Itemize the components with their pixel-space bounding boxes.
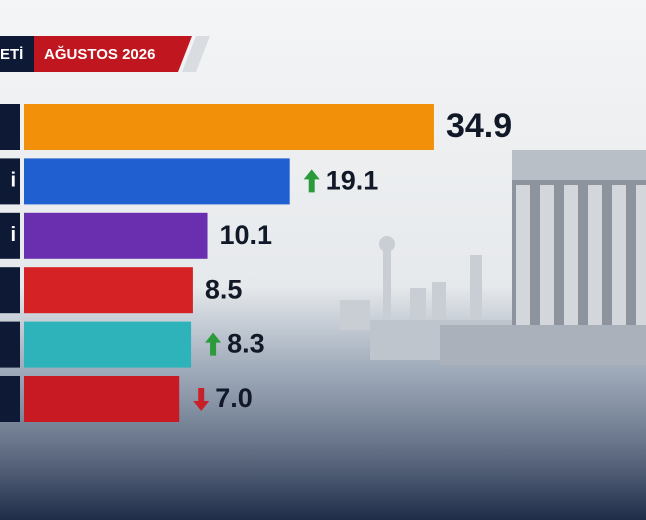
header-accent [182, 36, 210, 72]
value-label: 10.1 [220, 220, 273, 250]
bar [24, 212, 208, 259]
trend-arrow [193, 388, 210, 411]
header-right: AĞUSTOS 2026 [44, 45, 155, 63]
header: ETİ AĞUSTOS 2026 [0, 36, 210, 72]
monument [440, 150, 646, 365]
value-label: 34.9 [446, 107, 512, 145]
trend-arrow [303, 169, 320, 193]
header-right-box [34, 36, 192, 72]
trend-arrow [205, 332, 222, 356]
label-box [0, 321, 20, 368]
bar [24, 104, 434, 150]
header-left: ETİ [0, 46, 23, 63]
category-label: i [10, 170, 16, 192]
bar [24, 376, 180, 422]
value-label: 19.1 [326, 166, 379, 196]
category-label: i [10, 224, 16, 246]
label-box [0, 212, 20, 259]
bar [24, 267, 193, 314]
label-box [0, 376, 20, 422]
label-box [0, 104, 20, 150]
label-box [0, 267, 20, 314]
label-box [0, 158, 20, 205]
bar [24, 158, 290, 205]
bar [24, 321, 192, 368]
value-label: 7.0 [215, 383, 253, 413]
header-left-box [0, 36, 34, 72]
value-label: 8.3 [227, 329, 265, 359]
value-label: 8.5 [205, 274, 243, 304]
